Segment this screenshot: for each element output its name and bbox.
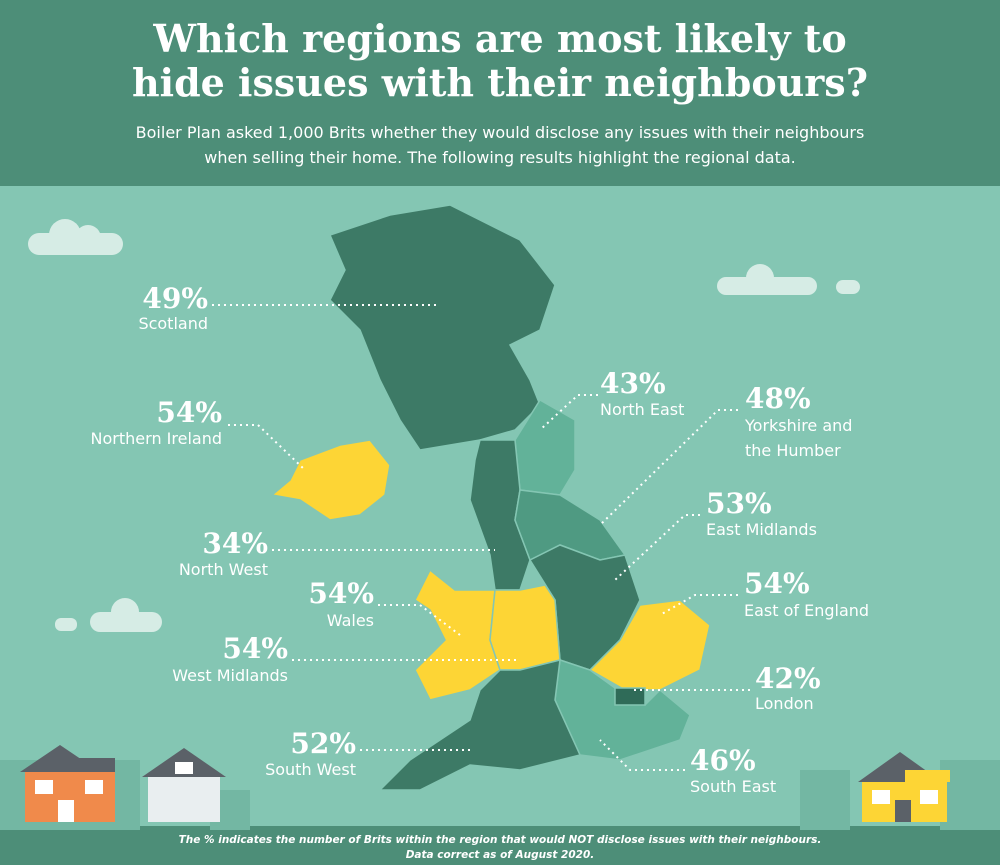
title: hide issues with their neighbours? <box>132 60 868 105</box>
region-name: South West <box>265 760 356 779</box>
region-value: 46% <box>690 744 756 777</box>
region-name: Yorkshire and <box>744 416 852 435</box>
leader-lines <box>212 304 750 771</box>
region-name: the Humber <box>745 441 841 460</box>
footer-band <box>0 826 1000 865</box>
region-name: London <box>755 694 814 713</box>
region-value: 53% <box>706 487 772 520</box>
region-name: South East <box>690 777 776 796</box>
region-name: North West <box>179 560 268 579</box>
london <box>614 687 646 706</box>
footnote: The % indicates the number of Brits with… <box>179 834 822 846</box>
subtitle: when selling their home. The following r… <box>204 148 795 167</box>
region-name: Wales <box>327 611 374 630</box>
region-value: 52% <box>290 727 356 760</box>
region-value: 34% <box>202 527 268 560</box>
region-name: East of England <box>744 601 869 620</box>
labels: 49% Scotland 54% Northern Ireland 43% No… <box>91 282 870 796</box>
title: Which regions are most likely to <box>152 16 846 61</box>
subtitle: Boiler Plan asked 1,000 Brits whether th… <box>136 123 865 142</box>
region-name: West Midlands <box>172 666 288 685</box>
northern-ireland <box>270 439 391 521</box>
footnote: Data correct as of August 2020. <box>406 849 595 861</box>
header-band <box>0 0 1000 186</box>
region-name: North East <box>600 400 684 419</box>
region-value: 48% <box>745 382 811 415</box>
region-value: 49% <box>142 282 208 315</box>
region-value: 54% <box>744 567 810 600</box>
scotland <box>328 204 556 451</box>
region-value: 54% <box>222 632 288 665</box>
region-name: Scotland <box>138 314 208 333</box>
wales <box>414 568 501 701</box>
region-name: Northern Ireland <box>91 429 222 448</box>
south-west <box>378 659 582 791</box>
houses <box>20 745 950 822</box>
region-value: 54% <box>308 577 374 610</box>
region-value: 42% <box>755 662 821 695</box>
clouds <box>28 219 860 632</box>
region-value: 54% <box>156 396 222 429</box>
map <box>270 204 711 791</box>
west-midlands <box>489 584 561 671</box>
region-value: 43% <box>600 367 666 400</box>
region-name: East Midlands <box>706 520 817 539</box>
